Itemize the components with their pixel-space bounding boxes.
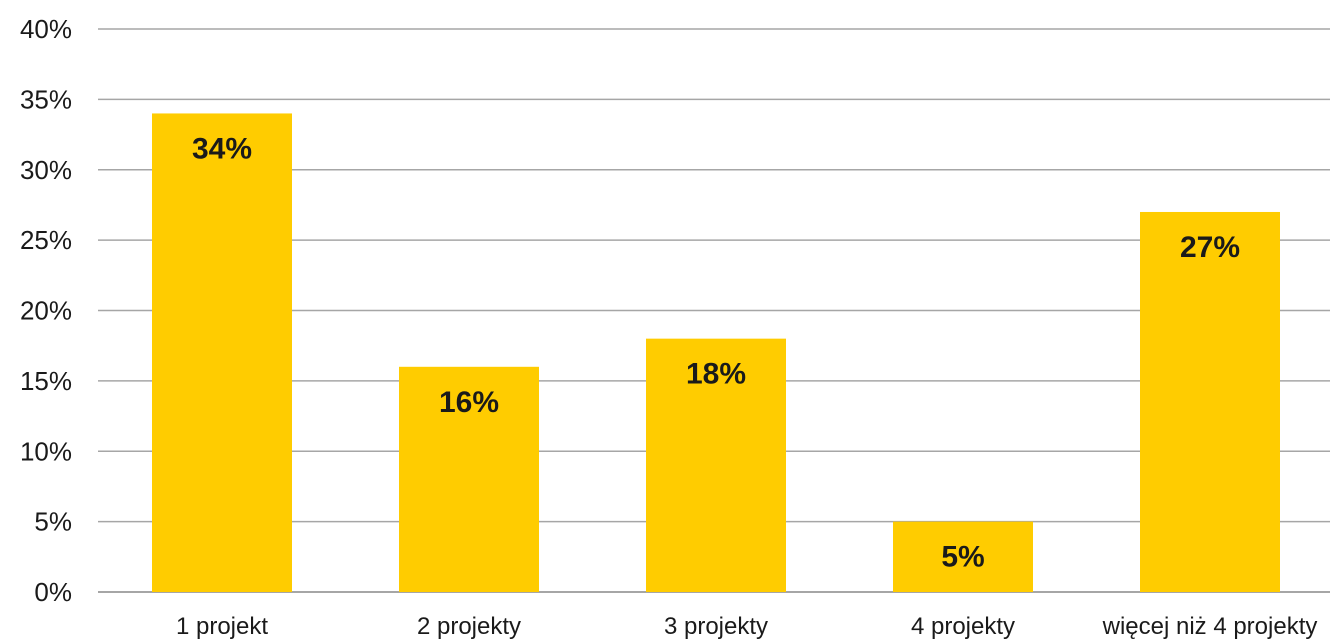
bar-data-label: 5%	[941, 541, 984, 574]
y-tick-label: 10%	[20, 436, 72, 466]
y-tick-label: 40%	[20, 14, 72, 44]
bar	[893, 521, 1033, 592]
x-category-label: 2 projekty	[417, 613, 521, 639]
x-category-label: 1 projekt	[176, 613, 268, 639]
bar-data-label: 27%	[1180, 231, 1240, 264]
bar	[646, 338, 786, 592]
y-tick-label: 30%	[20, 155, 72, 185]
bar	[1140, 211, 1280, 592]
gridlines	[98, 28, 1330, 593]
bar-data-label: 18%	[686, 358, 746, 391]
data-labels: 34% 16% 18% 5% 27%	[192, 132, 1240, 573]
y-tick-label: 35%	[20, 84, 72, 114]
bar-data-label: 16%	[439, 386, 499, 419]
x-axis-category-labels: 1 projekt 2 projekty 3 projekty 4 projekty w…	[176, 613, 1317, 639]
bars	[152, 113, 1280, 592]
y-tick-label: 5%	[34, 507, 72, 537]
y-tick-label: 20%	[20, 296, 72, 326]
y-tick-label: 0%	[34, 577, 72, 607]
y-tick-label: 25%	[20, 225, 72, 255]
y-tick-label: 15%	[20, 366, 72, 396]
x-category-label: 3 projekty	[664, 613, 768, 639]
x-category-label: 4 projekty	[911, 613, 1015, 639]
bar	[152, 113, 292, 592]
x-category-label: więcej niż 4 projekty	[1102, 613, 1318, 639]
bar	[399, 366, 539, 592]
bar-data-label: 34%	[192, 132, 252, 165]
y-axis-tick-labels: 0% 5% 10% 15% 20% 25% 30% 35% 40%	[20, 14, 72, 607]
